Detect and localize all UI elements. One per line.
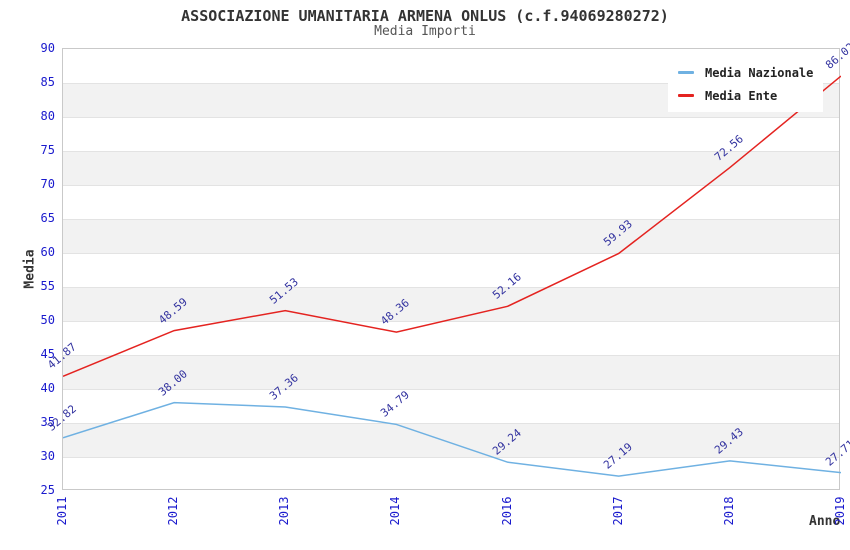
legend: Media Nazionale Media Ente (668, 56, 824, 112)
x-tick-label: 2018 (721, 496, 736, 526)
y-tick-label: 65 (40, 211, 55, 225)
grid-band (63, 253, 839, 287)
grid-band (63, 219, 839, 253)
y-tick-label: 90 (40, 41, 55, 55)
grid-band (63, 423, 839, 457)
grid-band (63, 457, 839, 491)
grid-band (63, 389, 839, 423)
y-tick-label: 35 (40, 415, 55, 429)
y-tick-label: 55 (40, 279, 55, 293)
grid-band (63, 185, 839, 219)
x-tick-label: 2019 (833, 496, 847, 526)
legend-marker-icon (678, 71, 694, 74)
y-tick-label: 50 (40, 313, 55, 327)
series-line (63, 75, 841, 377)
grid-band (63, 117, 839, 151)
line-series-svg (63, 75, 841, 477)
legend-label: Media Ente (705, 88, 778, 103)
grid-band (63, 151, 839, 185)
y-tick-label: 80 (40, 109, 55, 123)
legend-item: Media Ente (678, 84, 813, 107)
grid-band (63, 287, 839, 321)
grid-band (63, 355, 839, 389)
y-tick-label: 40 (40, 381, 55, 395)
x-tick-label: 2011 (55, 496, 69, 526)
x-axis-title: Anno (809, 514, 841, 529)
series-line (63, 401, 841, 477)
x-tick-label: 2016 (499, 496, 514, 526)
plot-area (62, 48, 841, 491)
legend-marker-icon (678, 94, 694, 97)
y-tick-label: 75 (40, 143, 55, 157)
legend-item: Media Nazionale (678, 61, 813, 84)
x-tick-label: 2014 (388, 496, 403, 526)
x-tick-label: 2013 (277, 496, 292, 526)
x-tick-label: 2012 (166, 496, 181, 526)
y-tick-label: 25 (40, 483, 55, 497)
y-tick-label: 45 (40, 347, 55, 361)
chart-title: ASSOCIAZIONE UMANITARIA ARMENA ONLUS (c.… (181, 7, 669, 25)
legend-label: Media Nazionale (705, 65, 814, 80)
x-tick-label: 2017 (610, 496, 625, 526)
y-tick-label: 30 (40, 449, 55, 463)
y-tick-label: 85 (40, 75, 55, 89)
y-tick-label: 70 (40, 177, 55, 191)
chart-subtitle: Media Importi (374, 24, 476, 39)
grid-band (63, 321, 839, 355)
y-tick-label: 60 (40, 245, 55, 259)
